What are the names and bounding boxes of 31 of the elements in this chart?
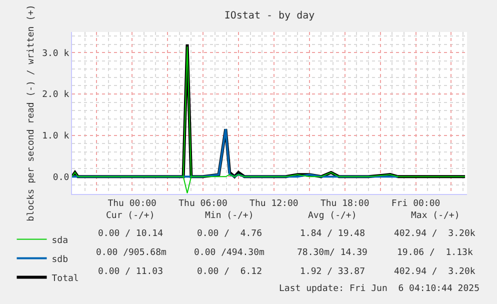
- y-tick-label: 3.0 k: [42, 48, 70, 59]
- y-tick-label: 0.0: [52, 172, 70, 183]
- x-tick-label: Thu 06:00: [178, 198, 228, 209]
- text: 0.00 / 6.12: [197, 267, 262, 277]
- x-tick-label: Thu 12:00: [250, 198, 298, 209]
- x-tick-label: Fri 00:00: [391, 198, 440, 209]
- text: 0.00 /494.30m: [194, 248, 264, 258]
- text: 78.30m/ 14.39: [297, 248, 368, 258]
- x-tick-label: Thu 00:00: [108, 198, 156, 209]
- legend-label: sda: [52, 236, 68, 246]
- y-axis-title: blocks per second read (-) / written (+): [26, 4, 36, 222]
- y-tick-label: 1.0 k: [42, 131, 70, 142]
- text: 0.00 /905.68m: [96, 248, 166, 258]
- text: Cur (-/+): [106, 211, 155, 221]
- chart-title: IOstat - by day: [224, 10, 315, 22]
- text: Max (-/+): [411, 211, 460, 221]
- text: 0.00 / 10.14: [98, 229, 164, 239]
- legend-label: Total: [52, 274, 79, 284]
- text: 402.94 / 3.20k: [394, 229, 476, 239]
- legend-label: sdb: [52, 254, 68, 265]
- text: 1.92 / 33.87: [300, 267, 366, 277]
- text: 19.06 / 1.13k: [397, 248, 474, 258]
- text: Avg (-/+): [308, 211, 357, 221]
- text: 1.84 / 19.48: [300, 229, 366, 239]
- x-tick-label: Thu 18:00: [320, 198, 370, 209]
- y-tick-label: 2.0 k: [42, 90, 70, 100]
- text: 402.94 / 3.20k: [394, 267, 476, 277]
- text: 0.00 / 11.03: [98, 267, 164, 277]
- text: 0.00 / 4.76: [197, 229, 262, 239]
- text: Min (-/+): [205, 211, 254, 221]
- text: Last update: Fri Jun 6 04:10:44 2025: [279, 284, 480, 294]
